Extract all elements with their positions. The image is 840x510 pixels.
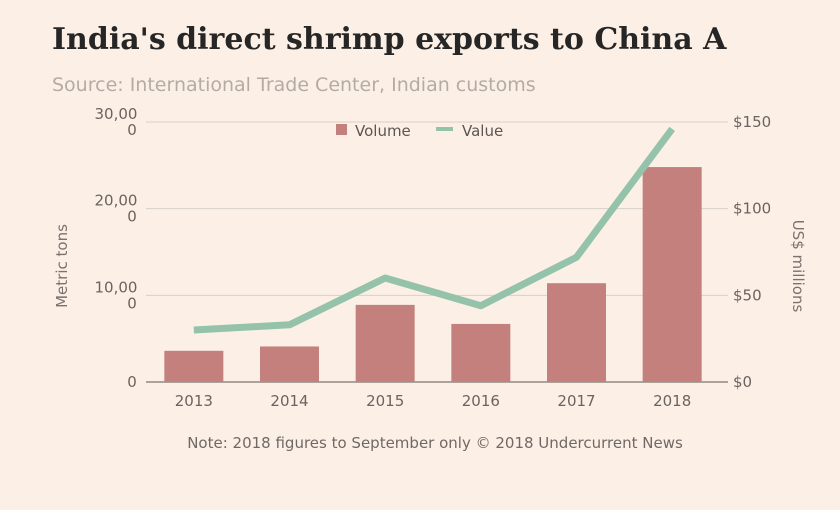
right-tick-label: $50 [733, 286, 762, 304]
right-tick-label: $150 [733, 113, 771, 131]
gridlines [146, 121, 728, 383]
volume-bar-2015 [355, 304, 415, 382]
left-tick-label: 10,00 0 [95, 278, 138, 312]
legend-volume-label: Volume [355, 122, 411, 140]
left-tick-label: 0 [127, 373, 137, 391]
x-tick-label: 2013 [175, 392, 213, 410]
left-tick-label: 20,00 0 [95, 192, 138, 226]
x-tick-label: 2016 [462, 392, 500, 410]
x-tick-label: 2015 [366, 392, 404, 410]
volume-bar-2013 [164, 350, 224, 382]
volume-bar-2016 [451, 323, 511, 382]
volume-bar-2017 [547, 283, 606, 382]
chart-subtitle: Source: International Trade Center, Indi… [52, 74, 536, 96]
right-tick-label: $100 [733, 200, 771, 218]
right-axis-title: US$ millions [789, 220, 807, 313]
legend-value-label: Value [462, 122, 503, 140]
chart-title: India's direct shrimp exports to China A [52, 22, 727, 57]
x-tick-label: 2014 [270, 392, 308, 410]
legend-volume-swatch [336, 124, 347, 135]
right-tick-label: $0 [733, 373, 752, 391]
volume-bar-2018 [642, 167, 702, 382]
left-axis-ticks: 0 10,00 0 20,00 0 30,00 0 [95, 105, 138, 391]
x-tick-label: 2018 [653, 392, 691, 410]
value-line [193, 126, 675, 334]
value-series-line [193, 126, 675, 334]
legend: Volume Value [336, 122, 503, 140]
left-tick-label: 30,00 0 [95, 105, 138, 139]
right-axis-ticks: $0 $50 $100 $150 [733, 113, 771, 391]
footnote: Note: 2018 figures to September only © 2… [187, 434, 683, 452]
volume-bars [164, 167, 702, 382]
left-axis-title: Metric tons [53, 224, 71, 308]
x-tick-label: 2017 [557, 392, 595, 410]
volume-bar-2014 [260, 346, 319, 382]
x-axis-ticks: 2013 2014 2015 2016 2017 2018 [175, 392, 692, 410]
